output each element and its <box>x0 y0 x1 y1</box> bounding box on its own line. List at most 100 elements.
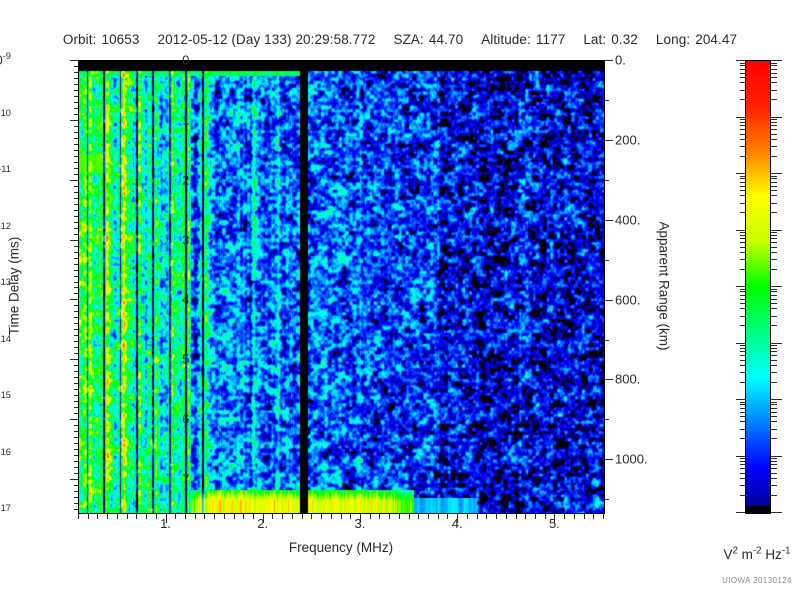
spectrogram-canvas <box>79 61 604 513</box>
y-left-major-tick <box>70 299 78 301</box>
colorbar-minor-tick-left <box>740 464 745 466</box>
colorbar-major-tick-left <box>736 399 745 400</box>
x-minor-tick <box>214 514 216 519</box>
y-left-minor-tick <box>74 137 78 139</box>
colorbar-minor-tick-right <box>771 460 777 462</box>
y-left-tick-label: 2. <box>182 172 193 188</box>
y-left-minor-tick <box>74 317 78 319</box>
colorbar-minor-tick-left <box>740 381 745 383</box>
y-left-minor-tick <box>74 95 78 97</box>
colorbar-minor-tick-right <box>771 298 777 300</box>
y-left-minor-tick <box>74 227 78 229</box>
y-left-minor-tick <box>74 461 78 463</box>
unit-meters-exp: -2 <box>752 545 762 557</box>
header-item-key: SZA: <box>393 31 424 47</box>
colorbar-minor-tick-right <box>771 259 777 261</box>
x-minor-tick <box>243 514 245 519</box>
colorbar-minor-tick-right <box>771 268 777 270</box>
y-right-major-tick <box>605 139 613 141</box>
y-left-minor-tick <box>74 257 78 259</box>
colorbar-minor-tick-right <box>771 72 777 74</box>
colorbar-minor-tick-right <box>771 468 777 470</box>
y-left-minor-tick <box>74 395 78 397</box>
x-minor-tick <box>291 514 293 519</box>
y-left-minor-tick <box>74 431 78 433</box>
colorbar-minor-tick-right <box>771 251 777 253</box>
colorbar-minor-tick-left <box>740 477 745 479</box>
y-left-minor-tick <box>74 503 78 505</box>
x-minor-tick <box>223 514 225 519</box>
colorbar-minor-tick-left <box>740 121 745 123</box>
colorbar-minor-tick-left <box>740 411 745 413</box>
colorbar-minor-tick-right <box>771 138 777 140</box>
x-minor-tick <box>253 514 254 519</box>
colorbar-minor-tick-right <box>771 185 777 187</box>
colorbar-exponent: -14 <box>0 333 11 344</box>
header-item-value: 2012-05-12 (Day 133) 20:29:58.772 <box>157 31 376 47</box>
y-right-minor-tick <box>605 419 609 421</box>
x-tick-label: 1. <box>160 516 171 531</box>
x-minor-tick <box>496 514 498 519</box>
colorbar-minor-tick-right <box>771 364 777 366</box>
y-left-major-tick <box>70 359 78 361</box>
x-minor-tick <box>379 514 381 519</box>
colorbar-minor-tick-left <box>740 62 745 64</box>
header-metadata-bar: Orbit: 10653 2012-05-12 (Day 133) 20:29:58… <box>0 30 800 48</box>
y-left-minor-tick <box>74 485 78 487</box>
header-item-3: Altitude: 1177 <box>481 32 565 47</box>
y-left-minor-tick <box>74 491 78 493</box>
x-minor-tick <box>447 514 449 519</box>
y-left-minor-tick <box>74 143 78 145</box>
colorbar-minor-tick-right <box>771 212 777 214</box>
x-minor-tick <box>321 514 323 519</box>
colorbar-tick-label: 10-10 <box>0 108 11 124</box>
y-left-minor-tick <box>74 341 78 343</box>
y-left-minor-tick <box>74 509 78 510</box>
colorbar-minor-tick-left <box>740 99 745 101</box>
colorbar-minor-tick-right <box>771 129 777 131</box>
y-left-minor-tick <box>74 413 78 415</box>
header-item-value: 204.47 <box>695 31 738 47</box>
colorbar-minor-tick-left <box>740 125 745 127</box>
y-left-minor-tick <box>74 455 78 457</box>
colorbar-exponent: -11 <box>0 164 11 175</box>
colorbar-minor-tick-left <box>740 438 745 440</box>
y-right-tick-label: 0. <box>615 52 626 68</box>
y-left-minor-tick <box>74 83 78 85</box>
colorbar-minor-tick-left <box>740 178 745 180</box>
colorbar-minor-tick-right <box>771 291 777 293</box>
y-right-major-tick <box>605 459 613 461</box>
colorbar-minor-tick-left <box>740 190 745 191</box>
colorbar-minor-tick-left <box>740 232 745 234</box>
unit-meters: m <box>737 547 753 562</box>
colorbar-minor-tick-left <box>740 404 745 406</box>
x-major-tick <box>262 514 264 523</box>
colorbar-minor-tick-left <box>740 68 745 70</box>
header-item-1: 2012-05-12 (Day 133) 20:29:58.772 <box>158 32 376 47</box>
colorbar-underflow-swatch <box>746 506 770 513</box>
colorbar-major-tick-left <box>736 512 745 513</box>
x-minor-tick <box>282 514 284 519</box>
unit-hertz-exp: -1 <box>781 545 791 557</box>
y-left-minor-tick <box>74 77 78 79</box>
x-minor-tick <box>233 514 235 519</box>
header-item-key: Altitude: <box>481 31 531 47</box>
colorbar-minor-tick-right <box>771 345 777 347</box>
y-left-minor-tick <box>74 425 78 427</box>
colorbar-minor-tick-left <box>740 133 745 135</box>
y-left-tick-label: 0. <box>182 52 193 68</box>
colorbar-minor-tick-left <box>740 407 745 409</box>
colorbar-minor-tick-left <box>740 175 745 177</box>
x-major-tick <box>165 514 167 523</box>
colorbar-minor-tick-right <box>771 438 777 440</box>
colorbar-minor-tick-left <box>740 288 745 290</box>
x-minor-tick <box>146 514 148 519</box>
colorbar-minor-tick-left <box>740 485 745 487</box>
x-minor-tick <box>505 514 507 519</box>
x-major-tick <box>359 514 361 523</box>
colorbar-minor-tick-right <box>771 458 777 460</box>
header-item-key: Lat: <box>583 31 607 47</box>
header-item-value: 0.32 <box>611 31 638 47</box>
colorbar-minor-tick-left <box>740 303 745 304</box>
